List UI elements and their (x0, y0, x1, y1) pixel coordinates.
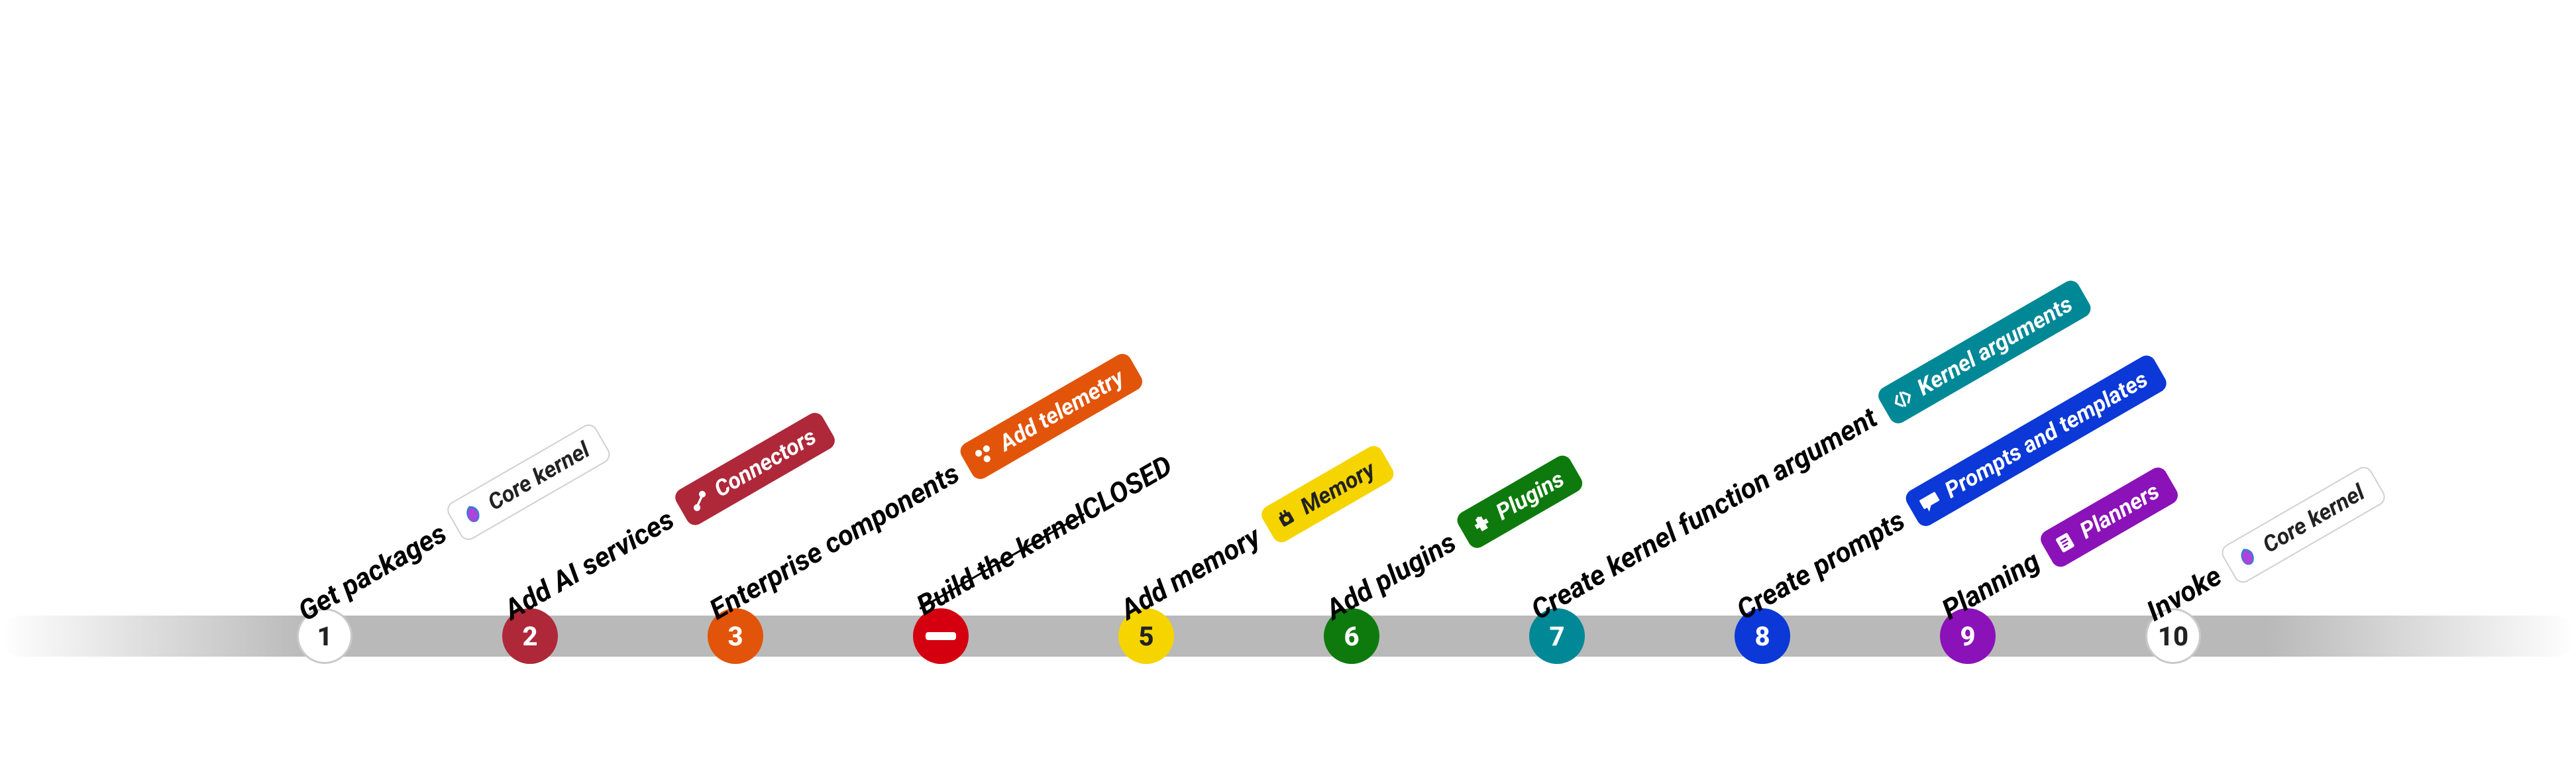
chip: Planners (2037, 464, 2181, 571)
memory-icon (1271, 503, 1301, 533)
chip-label: Core kernel (483, 437, 594, 516)
chip-stack: Memory (1258, 443, 1397, 545)
planner-icon (2050, 527, 2080, 558)
chip-label: Prompts and templates (1941, 366, 2153, 504)
connectors-icon (684, 486, 715, 516)
step-label: Add memory (1115, 520, 1266, 626)
step-label: Planning (1937, 545, 2045, 626)
chip: Memory (1258, 443, 1397, 545)
step-label: Get packages (293, 517, 453, 627)
node-number: 3 (727, 621, 743, 652)
chip: Core kernel (444, 421, 614, 544)
chip-stack: Connectors (672, 409, 837, 528)
minus-icon (926, 632, 956, 640)
chip-stack: Core kernel (2219, 464, 2388, 586)
chip: Plugins (1454, 452, 1585, 551)
chip-label: Kernel arguments (1913, 291, 2077, 401)
step-label-suffix: CLOSED (1076, 449, 1178, 527)
chip-label: Memory (1296, 457, 1379, 520)
chip: Add telemetry (957, 351, 1146, 482)
chip-stack: Add telemetry (957, 351, 1146, 482)
chip-stack: Planners (2037, 464, 2181, 571)
chip: Connectors (672, 409, 837, 528)
chip-label: Core kernel (2258, 479, 2369, 559)
code-icon (1887, 384, 1917, 414)
step-label: Create prompts (1731, 504, 1911, 627)
chip-label: Add telemetry (995, 364, 1129, 457)
kernel-logo-icon (2233, 541, 2263, 572)
chat-icon (1915, 486, 1945, 517)
node-number: 7 (1549, 621, 1564, 652)
node-number: 5 (1138, 621, 1154, 652)
node-number: 6 (1344, 621, 1359, 652)
chip-label: Plugins (1491, 466, 1569, 525)
node-number: 9 (1960, 621, 1975, 652)
step-label: Create kernel function argument (1526, 402, 1883, 626)
step-label: Add plugins (1320, 526, 1462, 626)
chip-label: Planners (2075, 478, 2164, 544)
step-label-group: InvokeCore kernel (2139, 464, 2388, 632)
kernel-logo-icon (458, 499, 488, 529)
step-label-group: Add AI services Connectors (497, 409, 838, 629)
chip-stack: Core kernel (444, 421, 614, 544)
step-label: Add AI services (499, 503, 680, 626)
node-number: 8 (1754, 621, 1770, 652)
chip-label: Connectors (710, 423, 821, 503)
node-number: 2 (522, 621, 537, 652)
plugins-icon (1466, 508, 1497, 539)
chip: Core kernel (2219, 464, 2388, 586)
timeline-node (913, 608, 969, 664)
telemetry-icon (969, 439, 1000, 470)
chip-stack: Plugins (1454, 452, 1585, 551)
